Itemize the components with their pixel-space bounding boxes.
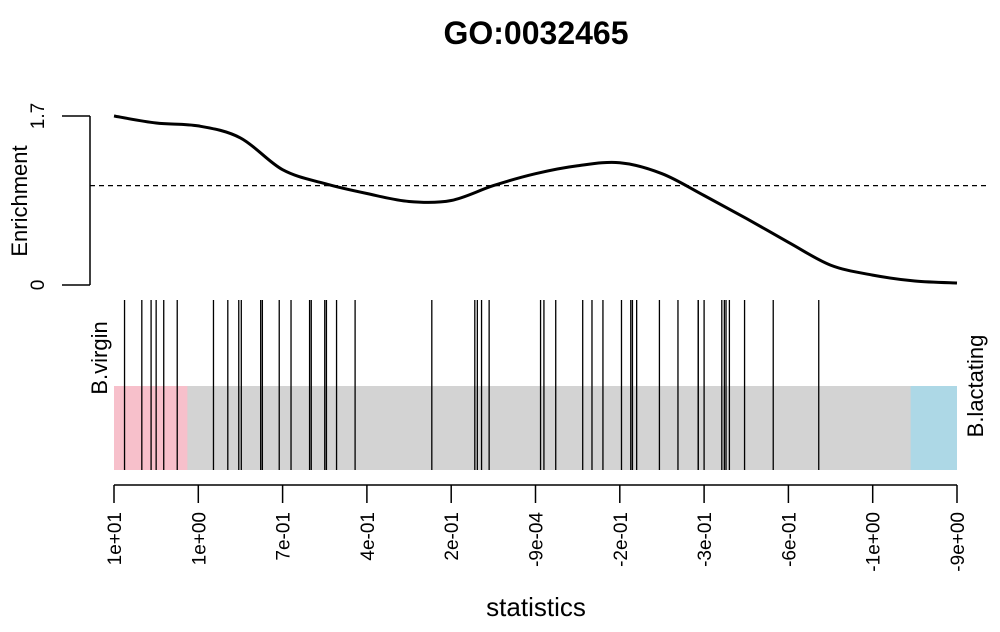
x-tick-label: -3e-01 (695, 512, 716, 567)
chart-title: GO:0032465 (443, 15, 628, 51)
barcode-panel: B.virgin B.lactating (87, 300, 988, 470)
x-tick-label: 7e-01 (274, 512, 295, 561)
enrichment-panel: 1.7 0 Enrichment (7, 103, 990, 291)
x-tick-label: -1e+00 (864, 512, 885, 572)
x-tick-label: 2e-01 (442, 512, 463, 561)
enrichment-y-tick-label-min: 0 (28, 280, 49, 291)
x-tick-label: 4e-01 (358, 512, 379, 561)
x-tick-label: -2e-01 (611, 512, 632, 567)
enrichment-y-axis-label: Enrichment (7, 145, 32, 256)
x-tick-label: -9e+00 (948, 512, 969, 572)
enrichment-curve (113, 114, 958, 285)
x-axis: 1e+01 1e+00 7e-01 4e-01 2e-01 -9e-04 -2e-01 -3e… (105, 484, 969, 572)
x-tick-label: -6e-01 (779, 512, 800, 567)
barcode-middle-region (114, 386, 957, 470)
x-tick-label: 1e+00 (189, 512, 210, 565)
enrichment-y-tick-label-max: 1.7 (28, 103, 49, 129)
x-tick-label: -9e-04 (527, 512, 548, 567)
x-tick-label: 1e+01 (105, 512, 126, 565)
barcode-right-region (910, 386, 957, 470)
x-axis-label: statistics (486, 592, 586, 622)
barcode-right-label: B.lactating (963, 335, 988, 438)
gene-position-lines (123, 300, 820, 470)
barcode-left-label: B.virgin (87, 321, 112, 394)
